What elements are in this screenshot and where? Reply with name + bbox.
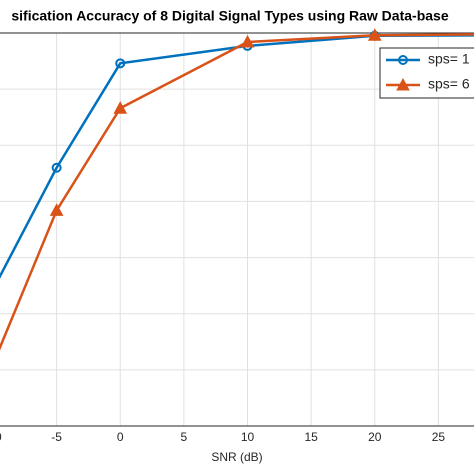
marker <box>49 203 64 216</box>
legend-label: sps= 1 <box>428 51 470 67</box>
x-tick-label: 15 <box>304 430 318 444</box>
marker <box>51 162 62 173</box>
marker <box>396 77 410 91</box>
x-tick-label: -10 <box>0 430 2 444</box>
legend: sps= 1 sps= 6 <box>379 47 474 99</box>
series-line <box>0 33 474 351</box>
x-tick-label: 10 <box>241 430 255 444</box>
x-tick-label: 25 <box>432 430 446 444</box>
legend-box <box>379 47 474 99</box>
marker <box>113 101 128 114</box>
x-axis-label: SNR (dB) <box>211 450 262 464</box>
x-tick-label: -5 <box>51 430 62 444</box>
x-tick-label: 5 <box>181 430 188 444</box>
legend-label: sps= 6 <box>428 76 470 92</box>
marker <box>367 28 382 41</box>
x-tick-label: 20 <box>368 430 382 444</box>
marker <box>240 34 255 48</box>
marker <box>115 58 126 69</box>
plot <box>0 28 474 351</box>
chart-title: sification Accuracy of 8 Digital Signal … <box>11 8 448 24</box>
marker <box>398 55 408 65</box>
x-tick-label: 0 <box>117 430 124 444</box>
